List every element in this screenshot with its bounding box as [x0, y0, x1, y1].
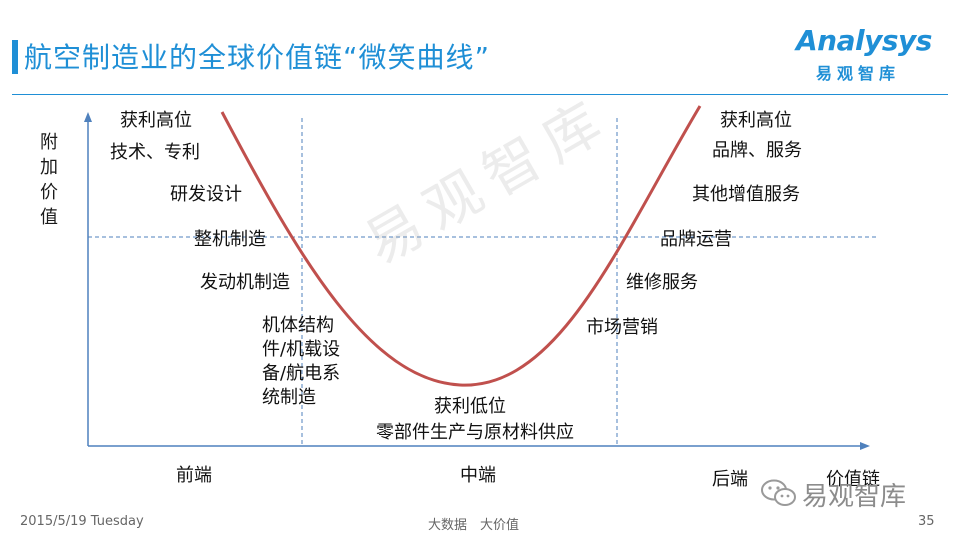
wechat-icon	[761, 479, 796, 506]
label-rd-design: 研发设计	[170, 184, 242, 205]
wechat-account-tag: 易观智库	[802, 482, 907, 512]
slide-title: 航空制造业的全球价值链“微笑曲线”	[24, 41, 491, 74]
label-parts-materials: 零部件生产与原材料供应	[376, 422, 574, 443]
page-number: 35	[918, 514, 935, 529]
label-airframe-avionics: 机体结构件/机载设备/航电系统制造	[262, 315, 341, 408]
y-axis-arrow	[84, 112, 92, 122]
x-section-back: 后端	[712, 469, 748, 490]
y-axis-label: 附加价值	[40, 132, 58, 228]
label-value-added-services: 其他增值服务	[692, 184, 800, 205]
label-marketing: 市场营销	[586, 317, 658, 338]
x-section-middle: 中端	[460, 465, 496, 486]
label-profit-low: 获利低位	[434, 396, 506, 417]
logo-english: Analysys	[796, 24, 932, 57]
footer-date: 2015/5/19 Tuesday	[20, 514, 144, 529]
label-aircraft-manufacturing: 整机制造	[194, 229, 266, 250]
title-accent-bar	[12, 40, 18, 74]
x-section-front: 前端	[176, 465, 212, 486]
label-brand-operation: 品牌运营	[660, 229, 732, 250]
logo-chinese: 易观智库	[816, 64, 901, 83]
label-brand-service: 品牌、服务	[712, 140, 802, 161]
x-axis-label: 价值链	[826, 469, 880, 490]
label-left-profit-high: 获利高位	[120, 110, 192, 131]
analysys-logo: Analysys 易观智库	[796, 24, 932, 86]
x-axis-arrow	[860, 442, 870, 450]
smile-curve	[220, 105, 702, 387]
footer-slogan: 大数据 大价值	[428, 518, 520, 533]
label-technology-patents: 技术、专利	[110, 142, 200, 163]
label-engine-manufacturing: 发动机制造	[200, 272, 290, 293]
label-maintenance-service: 维修服务	[626, 272, 698, 293]
label-right-profit-high: 获利高位	[720, 110, 792, 131]
title-divider	[12, 94, 948, 95]
